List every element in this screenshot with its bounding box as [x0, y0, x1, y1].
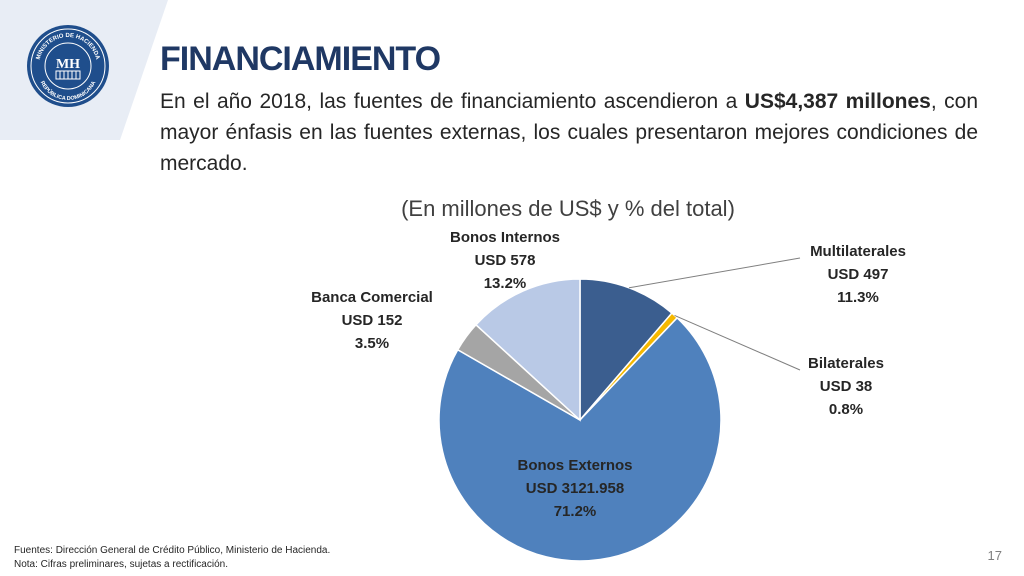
- pie-slices: [438, 278, 722, 562]
- intro-text-end: , con mayor énfasis en las fuentes exter…: [160, 90, 979, 175]
- slice-label-name-bonos-externos: Bonos Externos: [517, 457, 632, 474]
- pie-slice-bonos-internos: [474, 278, 581, 422]
- slice-label-name-bonos-internos: Bonos Internos: [450, 229, 560, 246]
- slice-label-name-bilaterales: Bilaterales: [808, 355, 884, 372]
- slice-labels: Multilaterales USD 497 11.3% Bilaterales USD…: [311, 229, 906, 520]
- ministerio-hacienda-seal: MINISTERIO DE HACIENDA REPÚBLICA DOMINIC…: [27, 25, 109, 107]
- leader-lines: [628, 257, 801, 371]
- slice-label-amount-banca-comercial: USD 152: [342, 312, 403, 329]
- leader-line-multilaterales: [628, 257, 801, 289]
- slice-label-name-banca-comercial: Banca Comercial: [311, 289, 433, 306]
- slice-label-amount-bonos-internos: USD 578: [475, 252, 536, 269]
- page-title: FINANCIAMIENTO: [160, 40, 441, 78]
- footnote: Fuentes: Dirección General de Crédito Pú…: [14, 544, 330, 572]
- pie-slice-multilaterales: [579, 278, 673, 423]
- slice-label-amount-multilaterales: USD 497: [828, 266, 889, 283]
- slice-label-percent-bilaterales: 0.8%: [829, 401, 863, 418]
- chart-title: (En millones de US$ y % del total): [401, 196, 735, 221]
- slice-label-amount-bonos-externos: USD 3121.958: [526, 480, 624, 497]
- leader-line-bilaterales: [674, 314, 801, 371]
- pie-slice-bonos-externos: [438, 316, 722, 562]
- intro-paragraph: En el año 2018, las fuentes de financiam…: [160, 86, 978, 179]
- intro-text-highlight: US$4,387 millones: [744, 90, 931, 113]
- slice-label-amount-bilaterales: USD 38: [820, 378, 873, 395]
- preliminary-note: Nota: Cifras preliminares, sujetas a rec…: [14, 559, 228, 570]
- slice-label-percent-multilaterales: 11.3%: [837, 289, 879, 306]
- slice-label-name-multilaterales: Multilaterales: [810, 243, 906, 260]
- slice-label-percent-bonos-internos: 13.2%: [484, 275, 527, 292]
- page-number: 17: [987, 548, 1002, 563]
- intro-text-start: En el año 2018, las fuentes de financiam…: [160, 90, 745, 113]
- svg-text:MH: MH: [56, 57, 80, 72]
- slice-label-percent-banca-comercial: 3.5%: [355, 335, 389, 352]
- slice-label-percent-bonos-externos: 71.2%: [554, 503, 597, 520]
- source-note: Fuentes: Dirección General de Crédito Pú…: [14, 545, 331, 556]
